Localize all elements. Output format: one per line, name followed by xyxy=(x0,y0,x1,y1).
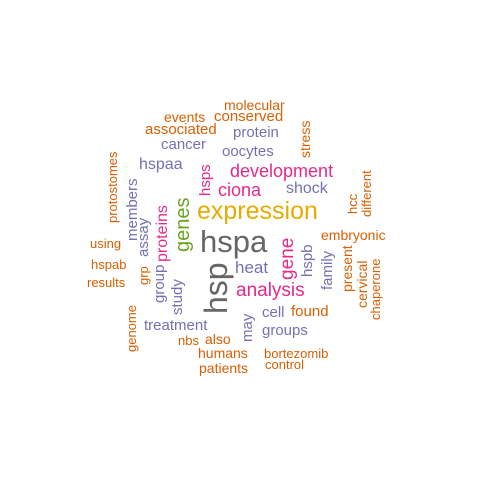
word-hspaa: hspaa xyxy=(139,156,183,173)
word-cell: cell xyxy=(262,304,285,321)
word-hcc: hcc xyxy=(345,193,360,214)
word-stress: stress xyxy=(297,120,313,158)
word-groups: groups xyxy=(262,322,308,339)
word-patients: patients xyxy=(199,360,249,376)
word-treatment: treatment xyxy=(144,317,208,334)
word-also: also xyxy=(205,331,231,347)
word-events: events xyxy=(164,109,206,125)
word-group: group xyxy=(151,264,168,303)
word-embryonic: embryonic xyxy=(321,227,386,243)
word-hspab: hspab xyxy=(91,257,127,272)
word-shock: shock xyxy=(286,180,328,197)
word-heat: heat xyxy=(235,258,269,277)
word-different: different xyxy=(359,170,374,217)
word-may: may xyxy=(239,313,256,342)
word-protein: protein xyxy=(233,124,279,141)
word-humans: humans xyxy=(198,345,248,361)
word-ciona: ciona xyxy=(218,180,262,200)
word-hspa: hspa xyxy=(200,224,268,259)
word-family: family xyxy=(319,250,336,290)
word-hspb: hspb xyxy=(299,244,316,277)
word-proteins: proteins xyxy=(154,205,171,262)
word-bortezomib: bortezomib xyxy=(264,346,329,361)
word-present: present xyxy=(339,245,355,292)
word-nbs: nbs xyxy=(178,333,199,348)
word-cancer: cancer xyxy=(161,136,207,153)
word-development: development xyxy=(230,161,334,181)
word-gene: gene xyxy=(277,237,298,280)
word-using: using xyxy=(90,236,122,251)
word-found: found xyxy=(291,303,329,320)
word-hsp: hsp xyxy=(198,262,234,314)
word-associated: associated xyxy=(145,121,217,138)
word-hsps: hsps xyxy=(197,164,214,196)
word-chaperone: chaperone xyxy=(368,258,383,320)
word-genome: genome xyxy=(124,305,139,352)
word-analysis: analysis xyxy=(236,280,305,301)
word-study: study xyxy=(169,279,186,315)
word-genes: genes xyxy=(172,197,194,253)
word-molecular: molecular xyxy=(224,97,285,113)
word-grp: grp xyxy=(136,266,151,285)
word-expression: expression xyxy=(197,197,318,225)
word-oocytes: oocytes xyxy=(222,143,274,160)
word-cervical: cervical xyxy=(354,260,370,308)
word-results: results xyxy=(87,275,126,290)
word-protostomes: protostomes xyxy=(105,151,120,223)
word-members: members xyxy=(124,178,141,241)
word-conserved: conserved xyxy=(214,108,284,125)
word-control: control xyxy=(265,357,305,372)
